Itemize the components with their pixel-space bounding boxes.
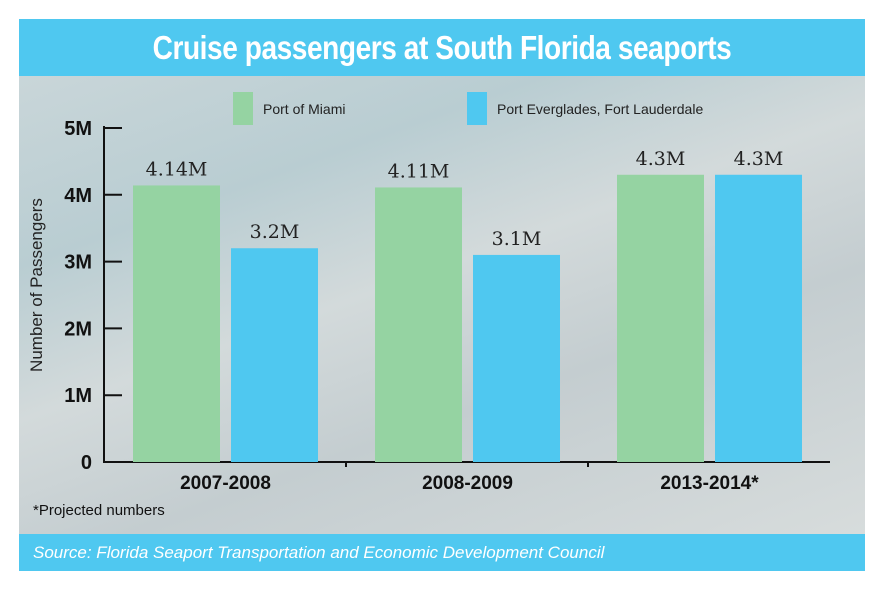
data-label: 3.2M: [250, 221, 300, 243]
legend-label: Port of Miami: [263, 101, 345, 117]
data-label: 4.11M: [388, 160, 450, 182]
y-tick-label: 3M: [64, 252, 92, 274]
data-label: 3.1M: [492, 228, 542, 250]
bar-port-of-miami: [617, 174, 704, 462]
bar-port-everglades: [231, 248, 318, 462]
y-tick-label: 5M: [64, 118, 92, 140]
footnote: *Projected numbers: [33, 502, 165, 519]
legend-swatch: [233, 92, 253, 125]
bar-port-everglades: [473, 254, 560, 462]
x-tick-label: 2007-2008: [180, 473, 271, 494]
data-label: 4.14M: [146, 158, 208, 180]
y-axis-title: Number of Passengers: [27, 198, 46, 372]
x-tick-label: 2008-2009: [422, 473, 513, 494]
x-tick-label: 2013-2014*: [660, 473, 759, 494]
data-label: 4.3M: [734, 148, 784, 170]
y-tick-label: 4M: [64, 185, 92, 207]
y-tick-label: 1M: [64, 385, 92, 407]
y-tick-label: 0: [81, 452, 92, 474]
data-label: 4.3M: [636, 148, 686, 170]
y-tick-label: 2M: [64, 318, 92, 340]
legend-label: Port Everglades, Fort Lauderdale: [497, 101, 703, 117]
bar-port-of-miami: [375, 187, 462, 462]
bar-port-everglades: [715, 174, 802, 462]
bar-port-of-miami: [133, 185, 220, 462]
source-text: Source: Florida Seaport Transportation a…: [33, 543, 605, 562]
chart-title: Cruise passengers at South Florida seapo…: [152, 29, 732, 66]
legend-swatch: [467, 92, 487, 125]
